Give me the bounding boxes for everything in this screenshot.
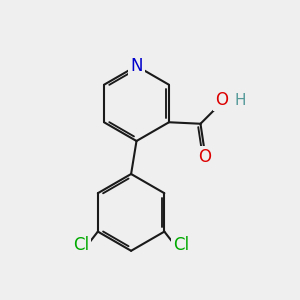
Text: O: O [199, 148, 212, 166]
Text: N: N [130, 57, 143, 75]
Text: Cl: Cl [73, 236, 89, 254]
Text: H: H [234, 93, 246, 108]
Text: Cl: Cl [173, 236, 190, 254]
Text: O: O [215, 91, 228, 109]
